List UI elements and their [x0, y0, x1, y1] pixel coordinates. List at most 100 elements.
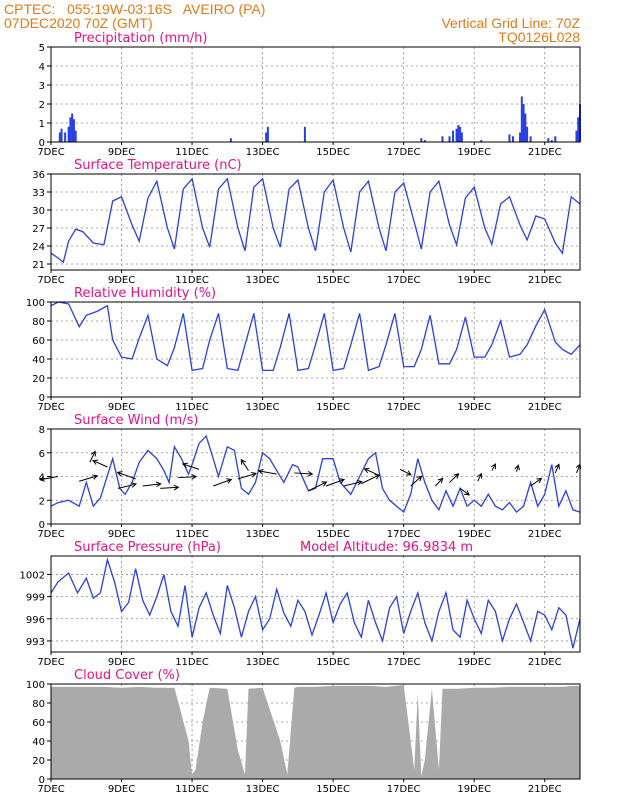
wind-arrow: [160, 486, 179, 489]
cloud-xtick-label: 17DEC: [387, 784, 421, 795]
wind-arrow-head: [363, 467, 370, 474]
wind-arrow: [79, 475, 98, 482]
precip-ytick-label: 3: [39, 81, 45, 92]
wind-arrow-head: [536, 477, 543, 484]
precip-bar: [547, 138, 550, 142]
precip-bar: [448, 136, 451, 142]
precip-bar: [64, 132, 67, 142]
wind-arrow-head: [173, 484, 180, 491]
wind-xtick-label: 17DEC: [387, 529, 421, 540]
precip-bar: [71, 113, 74, 142]
model-altitude-label: Model Altitude: 96.9834 m: [300, 540, 473, 555]
wind-arrow-head: [191, 474, 198, 480]
wind-arrow: [410, 475, 422, 487]
precip-bar: [519, 132, 522, 142]
precip-bar: [72, 119, 75, 142]
rh-xtick-label: 9DEC: [108, 402, 135, 413]
pressure-frame: [50, 555, 581, 653]
temp-xtick-label: 17DEC: [387, 275, 421, 286]
wind-arrow: [213, 479, 232, 487]
wind-arrow-head: [116, 471, 123, 477]
pressure-xtick-label: 15DEC: [316, 657, 350, 668]
precip-xtick-label: 11DEC: [175, 147, 209, 158]
cloud-ytick-label: 0: [39, 775, 45, 786]
cloud-ytick-label: 40: [32, 737, 45, 748]
rh-xtick-label: 17DEC: [387, 402, 421, 413]
precip-bar: [550, 140, 553, 142]
wind-arrow-head: [92, 459, 99, 465]
wind-arrow-head: [554, 463, 560, 470]
temp-frame: [50, 173, 581, 271]
precip-xtick-label: 13DEC: [246, 147, 280, 158]
cloud-xtick-label: 19DEC: [457, 784, 491, 795]
rh-title: Relative Humidity (%): [74, 286, 216, 301]
precip-bar: [511, 136, 514, 142]
wind-arrow-head: [321, 481, 328, 487]
rh-ytick-label: 20: [32, 374, 45, 385]
precip-xtick-label: 17DEC: [387, 147, 421, 158]
wind-arrow-head: [240, 458, 246, 465]
wind-arrow-head: [356, 479, 363, 486]
precip-bar: [69, 117, 72, 142]
wind-arrow-head: [155, 481, 162, 488]
wind-arrow: [325, 479, 345, 487]
wind-arrow: [177, 476, 196, 479]
precip-bar: [460, 132, 463, 142]
precip-bar: [229, 138, 232, 142]
header-model: TQ0126L028: [498, 29, 580, 45]
temp-ytick-label: 24: [32, 242, 45, 253]
wind-xtick-label: 19DEC: [457, 529, 491, 540]
pressure-xtick-label: 9DEC: [108, 657, 135, 668]
precip-bar: [524, 113, 527, 142]
wind-arrow-head: [339, 478, 346, 484]
cloud-xtick-label: 7DEC: [37, 784, 64, 795]
wind-arrow: [554, 464, 560, 474]
precip-bar: [457, 124, 460, 142]
temp-title: Surface Temperature (nC): [74, 158, 242, 173]
precip-xtick-label: 9DEC: [108, 147, 135, 158]
wind-arrow: [182, 463, 200, 470]
rh-xtick-label: 11DEC: [175, 402, 209, 413]
precip-bar: [526, 126, 529, 142]
wind-arrow: [435, 478, 443, 487]
wind-xtick-label: 9DEC: [108, 529, 135, 540]
precip-bar: [529, 136, 532, 142]
wind-arrow: [477, 473, 482, 482]
wind-arrow-head: [405, 470, 412, 476]
temp-xtick-label: 11DEC: [175, 275, 209, 286]
header-date: 07DEC2020 70Z (GMT): [4, 15, 153, 31]
precip-bar: [554, 136, 557, 142]
pressure-ytick-label: 999: [26, 593, 45, 604]
pressure-ytick-label: 996: [26, 615, 45, 626]
rh-ytick-label: 0: [39, 393, 45, 404]
wind-arrow-head: [464, 490, 470, 496]
wind-arrow: [89, 451, 96, 463]
precip-bar: [508, 134, 511, 142]
rh-xtick-label: 15DEC: [316, 402, 350, 413]
temp-ytick-label: 33: [32, 188, 45, 199]
wind-arrow: [294, 472, 313, 475]
wind-arrow-head: [92, 474, 99, 480]
precip-bar: [577, 117, 580, 142]
temp-series-line: [50, 177, 581, 264]
wind-arrow: [258, 470, 277, 475]
pressure-ytick-label: 1002: [20, 570, 45, 581]
cloud-ytick-label: 20: [32, 756, 45, 767]
cloud-title: Cloud Cover (%): [74, 668, 180, 683]
precip-bar: [441, 136, 444, 142]
rh-xtick-label: 21DEC: [528, 402, 562, 413]
cloud-xtick-label: 11DEC: [175, 784, 209, 795]
wind-xtick-label: 21DEC: [528, 529, 562, 540]
wind-series-line: [50, 434, 581, 514]
precip-xtick-label: 7DEC: [37, 147, 64, 158]
precip-bar: [58, 132, 61, 142]
temp-ytick-label: 36: [32, 170, 45, 181]
wind-arrow: [491, 463, 496, 471]
cloud-frame: [50, 683, 581, 780]
temp-xtick-label: 9DEC: [108, 275, 135, 286]
precip-bar: [67, 126, 70, 142]
pressure-xtick-label: 7DEC: [37, 657, 64, 668]
pressure-ytick-label: 993: [26, 637, 45, 648]
rh-ytick-label: 60: [32, 336, 45, 347]
